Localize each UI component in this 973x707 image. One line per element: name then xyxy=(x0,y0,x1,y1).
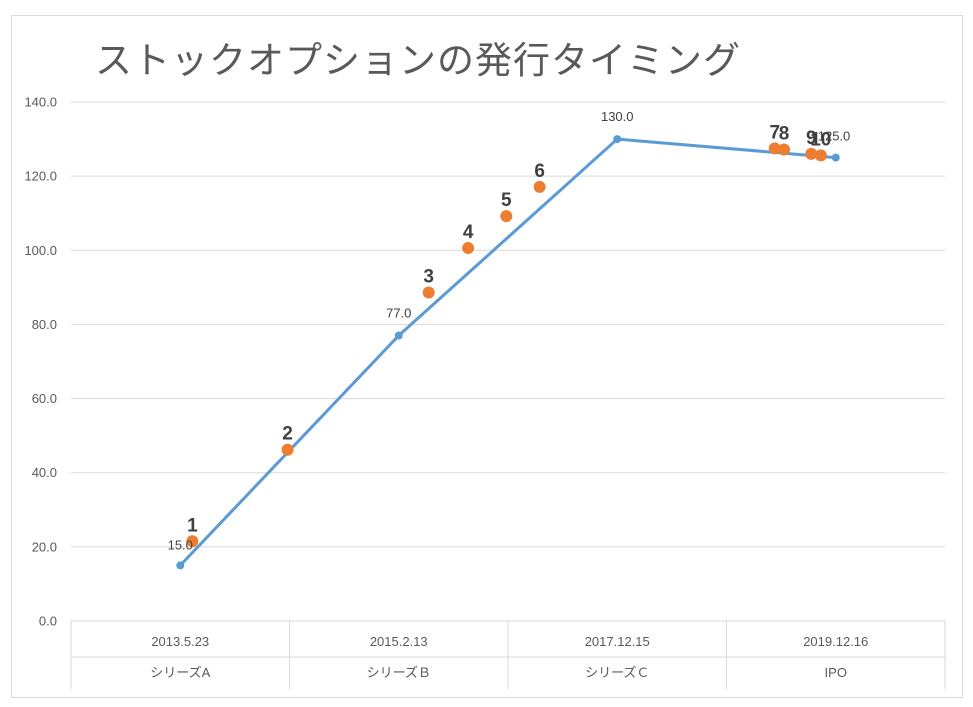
x-category-round-label: シリーズA xyxy=(150,665,210,680)
y-tick-label: 60.0 xyxy=(32,391,57,406)
valuation-point xyxy=(831,153,840,162)
y-tick-label: 120.0 xyxy=(24,169,57,184)
y-tick-label: 80.0 xyxy=(32,317,57,332)
stock-option-number-label: 8 xyxy=(779,123,790,144)
chart-frame xyxy=(11,15,963,698)
stock-option-marker xyxy=(768,142,781,155)
x-category-round-label: IPO xyxy=(825,665,847,680)
valuation-data-label: 130.0 xyxy=(601,109,634,124)
stock-option-number-label: 3 xyxy=(423,267,434,288)
y-tick-label: 100.0 xyxy=(24,243,57,258)
valuation-point xyxy=(394,331,403,340)
y-tick-label: 0.0 xyxy=(39,614,57,629)
x-category-date-label: 2015.2.13 xyxy=(370,634,428,649)
stock-option-marker xyxy=(462,242,475,255)
stock-option-marker xyxy=(422,286,435,299)
stock-option-marker xyxy=(533,180,546,193)
valuation-point xyxy=(613,135,622,144)
stock-option-number-label: 7 xyxy=(769,122,780,143)
data-labels: 15.0 77.0 130.0 125.0 1 2 3 4 5 6 78 910 xyxy=(168,109,851,552)
x-category-round-label: シリーズＢ xyxy=(367,665,431,680)
stock-option-number-label: 1 xyxy=(187,515,198,536)
stock-option-number-label: 4 xyxy=(463,222,474,243)
axes: 0.0 20.0 40.0 60.0 80.0 100.0 120.0 140.0 2013.5… xyxy=(24,95,946,689)
gridlines xyxy=(71,101,945,622)
stock-option-number-label: 2 xyxy=(282,424,293,445)
y-tick-label: 140.0 xyxy=(24,95,57,110)
stock-option-number-label: 10 xyxy=(810,129,831,150)
chart-title: ストックオプションの発行タイミング xyxy=(95,39,741,82)
series-layer xyxy=(176,135,840,570)
x-category-date-label: 2017.12.15 xyxy=(585,634,650,649)
stock-option-marker xyxy=(281,443,294,456)
x-category-date-label: 2019.12.16 xyxy=(803,634,868,649)
valuation-point xyxy=(176,561,185,570)
valuation-data-label: 125.0 xyxy=(818,129,851,144)
stock-option-marker xyxy=(814,149,827,162)
stock-option-number-label: 5 xyxy=(501,190,512,211)
valuation-data-label: 15.0 xyxy=(168,537,193,552)
y-tick-label: 40.0 xyxy=(32,465,57,480)
stock-option-number-label: 6 xyxy=(534,161,545,182)
y-tick-label: 20.0 xyxy=(32,539,57,554)
x-category-date-label: 2013.5.23 xyxy=(151,634,209,649)
stock-option-marker xyxy=(500,210,513,223)
stock-option-marker xyxy=(805,147,818,160)
stock-option-marker xyxy=(186,535,199,548)
stock-option-number-label: 9 xyxy=(806,128,817,149)
valuation-data-label: 77.0 xyxy=(386,306,411,321)
x-category-round-label: シリーズＣ xyxy=(585,665,649,680)
stock-option-marker xyxy=(778,143,791,156)
